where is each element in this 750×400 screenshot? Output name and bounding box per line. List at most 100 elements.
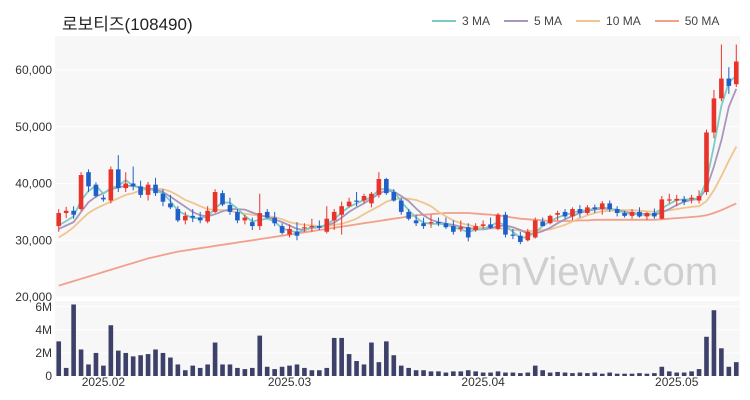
- candle-body: [324, 218, 330, 232]
- volume-bar: [480, 372, 486, 376]
- volume-bar: [666, 371, 672, 376]
- candle-body: [279, 226, 285, 233]
- volume-bar: [78, 349, 84, 376]
- volume-bar: [592, 372, 598, 376]
- candle-body: [532, 220, 538, 238]
- candle-body: [465, 227, 471, 238]
- candle-body: [235, 211, 240, 221]
- legend-item-ma10: 10 MA: [576, 14, 641, 28]
- candle-body: [369, 193, 374, 204]
- volume-bar: [585, 373, 590, 376]
- legend-label-ma5: 5 MA: [534, 14, 563, 28]
- candle-body: [86, 172, 91, 187]
- volume-bar: [205, 364, 210, 376]
- x-tick-label: 2025.04: [461, 375, 505, 389]
- volume-bar: [369, 342, 374, 376]
- legend-swatch-ma10: [576, 20, 601, 22]
- volume-tick-label: 0: [45, 369, 52, 383]
- candle-body: [168, 203, 173, 208]
- volume-bar: [71, 304, 76, 376]
- candle-body: [361, 196, 367, 201]
- volume-bar: [279, 366, 285, 376]
- candle-body: [436, 222, 441, 224]
- price-tick-label: 20,000: [15, 290, 52, 304]
- candle-body: [220, 193, 225, 205]
- volume-bar: [123, 352, 129, 376]
- candle-body: [510, 234, 516, 236]
- volume-bar: [428, 371, 434, 376]
- volume-bar: [719, 348, 724, 376]
- volume-bar: [465, 370, 471, 376]
- candle-body: [681, 199, 687, 202]
- ma5-line: [58, 88, 738, 235]
- candle-body: [577, 209, 583, 214]
- candle-body: [153, 184, 158, 194]
- candle-body: [719, 78, 724, 99]
- candle-body: [540, 221, 545, 227]
- legend-swatch-ma5: [504, 20, 529, 22]
- candle-body: [294, 231, 300, 236]
- volume-bar: [391, 355, 397, 376]
- candle-body: [160, 193, 166, 202]
- volume-bar: [190, 365, 196, 376]
- candle-body: [302, 227, 307, 229]
- volume-bar: [130, 356, 136, 376]
- legend-swatch-ma50: [654, 20, 679, 22]
- volume-bar: [607, 372, 613, 376]
- volume-bar: [644, 373, 650, 376]
- volume-bar: [168, 357, 173, 376]
- volume-bar: [361, 364, 367, 376]
- volume-bar: [421, 370, 426, 376]
- volume-tick-label: 4M: [35, 323, 52, 337]
- ma50-line: [58, 202, 737, 287]
- candle-body: [101, 197, 106, 200]
- chart-title: 로보티즈(108490): [62, 15, 193, 34]
- candle-body: [733, 61, 739, 85]
- volume-bar: [659, 366, 665, 376]
- legend-label-ma50: 50 MA: [684, 14, 720, 28]
- candle-body: [205, 210, 210, 222]
- volume-bar: [726, 366, 732, 376]
- candle-body: [287, 228, 292, 235]
- volume-bar: [547, 372, 553, 376]
- candle-body: [257, 213, 263, 227]
- volume-bar: [495, 371, 501, 376]
- ma10-line: [58, 146, 738, 239]
- legend-item-ma50: 50 MA: [654, 14, 720, 28]
- candle-body: [652, 213, 657, 217]
- volume-bar: [696, 369, 702, 376]
- candle-body: [93, 184, 99, 197]
- candle-body: [227, 205, 233, 212]
- volume-bar: [63, 367, 69, 376]
- candle-body: [696, 196, 702, 201]
- ma3-line: [58, 75, 737, 239]
- volume-bar: [562, 372, 568, 376]
- volume-bar: [488, 372, 493, 376]
- volume-bar: [525, 372, 531, 376]
- candle-body: [376, 178, 382, 195]
- volume-bar: [376, 362, 382, 376]
- candle-body: [138, 186, 143, 195]
- volume-bar: [160, 352, 166, 376]
- legend: 3 MA 5 MA 10 MA 50 MA: [432, 14, 719, 28]
- volume-bar: [532, 365, 538, 376]
- candle-body: [495, 214, 501, 229]
- volume-bar: [287, 365, 292, 376]
- candle-body: [570, 209, 575, 217]
- candle-body: [585, 207, 590, 214]
- volume-bar: [145, 354, 151, 376]
- candle-body: [629, 211, 635, 216]
- price-tick-label: 50,000: [15, 120, 52, 134]
- candle-body: [346, 201, 352, 207]
- candle-body: [130, 183, 136, 187]
- volume-bar: [451, 371, 456, 376]
- candle-body: [458, 227, 464, 229]
- volume-bar: [220, 364, 225, 376]
- volume-bar: [704, 336, 709, 376]
- volume-bar: [235, 367, 240, 376]
- volume-bar: [56, 341, 62, 376]
- volume-bar: [250, 367, 255, 376]
- volume-bar: [346, 354, 352, 376]
- volume-bar: [711, 310, 717, 376]
- volume-bar: [540, 370, 545, 376]
